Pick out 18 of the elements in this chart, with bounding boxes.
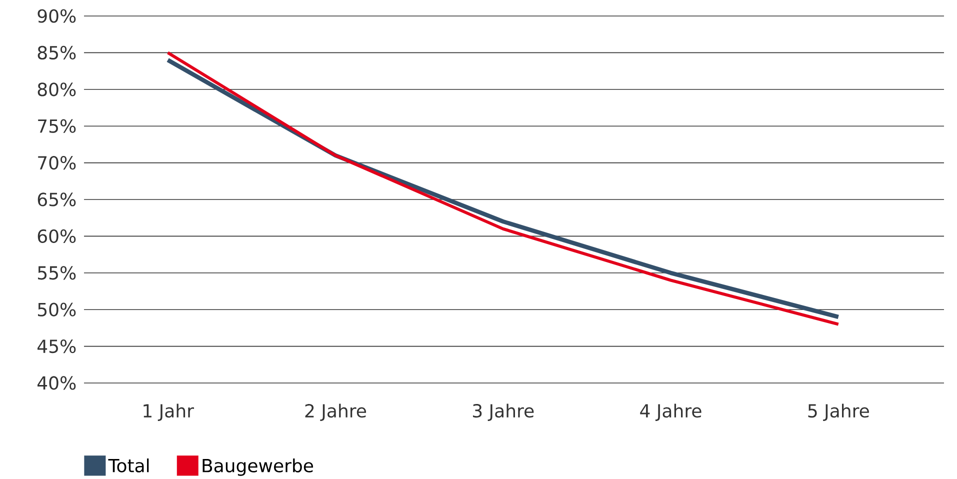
y-tick-label: 65% bbox=[38, 192, 76, 206]
y-tick-label: 60% bbox=[38, 229, 76, 243]
y-tick-label: 90% bbox=[38, 8, 76, 23]
legend-label: Total bbox=[108, 458, 149, 472]
y-tick-label: 40% bbox=[38, 376, 76, 390]
y-tick-label: 85% bbox=[38, 46, 76, 60]
x-tick-label: 2 Jahre bbox=[305, 403, 366, 421]
y-tick-label: 50% bbox=[38, 302, 76, 316]
y-tick-label: 70% bbox=[38, 156, 76, 170]
y-tick-label: 55% bbox=[38, 266, 76, 280]
y-tick-label: 80% bbox=[38, 82, 76, 96]
y-tick-label: 75% bbox=[38, 119, 76, 133]
legend-label: Baugewerbe bbox=[202, 458, 314, 476]
x-tick-label: 1 Jahr bbox=[144, 403, 194, 421]
x-tick-label: 5 Jahre bbox=[808, 403, 869, 421]
x-tick-label: 3 Jahre bbox=[472, 403, 534, 421]
x-tick-label: 4 Jahre bbox=[640, 403, 702, 421]
y-tick-label: 45% bbox=[38, 339, 76, 353]
